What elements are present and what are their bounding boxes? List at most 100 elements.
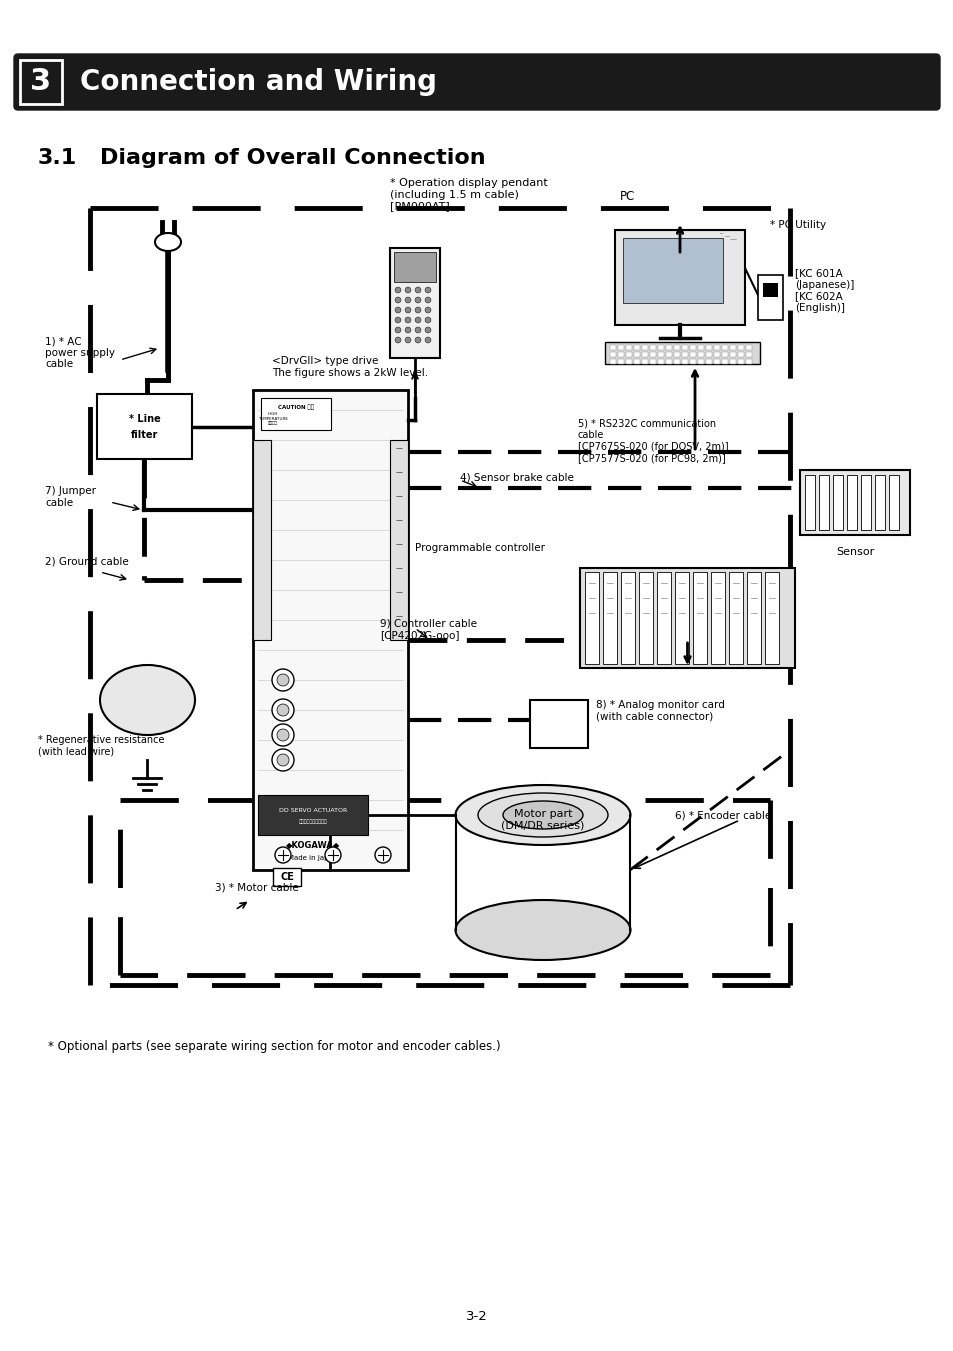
Text: 8) * Analog monitor card
(with cable connector): 8) * Analog monitor card (with cable con… xyxy=(596,700,724,721)
Bar xyxy=(620,571,635,663)
Bar xyxy=(689,353,696,357)
Text: DD SERVO ACTUATOR: DD SERVO ACTUATOR xyxy=(278,808,347,812)
Circle shape xyxy=(395,307,400,313)
Circle shape xyxy=(395,297,400,303)
Bar xyxy=(681,353,687,357)
Circle shape xyxy=(424,317,431,323)
Text: —: — xyxy=(395,565,402,571)
Circle shape xyxy=(424,307,431,313)
Text: HIGH
TEMPERATURE
高温警告: HIGH TEMPERATURE 高温警告 xyxy=(257,412,288,426)
Circle shape xyxy=(325,847,340,863)
Circle shape xyxy=(405,307,411,313)
Bar xyxy=(698,353,703,357)
Text: —: — xyxy=(395,493,402,499)
Circle shape xyxy=(395,336,400,343)
Bar xyxy=(641,345,647,350)
Circle shape xyxy=(415,336,420,343)
Bar xyxy=(738,359,743,363)
Bar xyxy=(675,571,688,663)
Text: 5) * RS232C communication
cable
[CP7675S-020 (for DOSV, 2m)]
[CP7577S-020 (for P: 5) * RS232C communication cable [CP7675S… xyxy=(578,417,728,463)
Text: * Line: * Line xyxy=(129,413,160,423)
Bar xyxy=(618,353,623,357)
Circle shape xyxy=(415,286,420,293)
Bar xyxy=(758,276,782,320)
Text: 3) * Motor cable: 3) * Motor cable xyxy=(214,882,298,892)
Bar xyxy=(846,476,856,530)
Circle shape xyxy=(272,669,294,690)
Circle shape xyxy=(272,748,294,771)
Bar xyxy=(641,353,647,357)
Bar xyxy=(634,359,639,363)
Bar xyxy=(745,359,751,363)
Bar xyxy=(665,359,671,363)
Text: Programmable controller: Programmable controller xyxy=(415,543,544,553)
Bar xyxy=(673,353,679,357)
Circle shape xyxy=(415,297,420,303)
Bar xyxy=(804,476,814,530)
Bar xyxy=(618,345,623,350)
Text: 2) Ground cable: 2) Ground cable xyxy=(45,557,129,566)
Text: filter: filter xyxy=(131,430,158,439)
Text: * Optional parts (see separate wiring section for motor and encoder cables.): * Optional parts (see separate wiring se… xyxy=(48,1040,500,1052)
Bar xyxy=(665,345,671,350)
Bar xyxy=(681,345,687,350)
Bar xyxy=(257,794,368,835)
Bar xyxy=(658,353,663,357)
Text: —: — xyxy=(395,469,402,476)
Bar xyxy=(604,342,760,363)
Bar xyxy=(602,571,617,663)
Bar xyxy=(625,345,631,350)
Text: <DrvGII> type drive
The figure shows a 2kW level.: <DrvGII> type drive The figure shows a 2… xyxy=(272,357,428,377)
Bar xyxy=(874,476,884,530)
Bar xyxy=(705,353,711,357)
Text: Motor part
(DM/DR series): Motor part (DM/DR series) xyxy=(500,809,584,831)
Bar xyxy=(729,353,735,357)
Bar xyxy=(705,345,711,350)
Circle shape xyxy=(276,704,289,716)
Text: 3-2: 3-2 xyxy=(466,1310,487,1323)
Bar xyxy=(705,359,711,363)
Text: ◆KOGAWA◆: ◆KOGAWA◆ xyxy=(286,840,340,850)
Text: 1) * AC
power supply
cable: 1) * AC power supply cable xyxy=(45,336,115,369)
Bar xyxy=(713,345,720,350)
Bar xyxy=(681,359,687,363)
Bar xyxy=(888,476,898,530)
Bar xyxy=(97,394,192,459)
Bar xyxy=(622,238,722,303)
Circle shape xyxy=(424,297,431,303)
Text: 3: 3 xyxy=(30,68,51,96)
Bar xyxy=(689,345,696,350)
Bar xyxy=(721,345,727,350)
Ellipse shape xyxy=(100,665,194,735)
Bar xyxy=(273,867,301,886)
Circle shape xyxy=(415,307,420,313)
Ellipse shape xyxy=(455,785,630,844)
Text: 4) Sensor brake cable: 4) Sensor brake cable xyxy=(459,473,574,484)
Circle shape xyxy=(274,847,291,863)
Bar xyxy=(609,345,616,350)
Text: 6) * Encoder cable: 6) * Encoder cable xyxy=(675,811,770,820)
Text: —: — xyxy=(395,589,402,594)
Text: CAUTION 注意: CAUTION 注意 xyxy=(277,404,314,409)
Bar xyxy=(394,253,436,282)
Bar xyxy=(253,440,271,640)
Circle shape xyxy=(405,327,411,332)
Bar xyxy=(729,359,735,363)
Bar xyxy=(692,571,706,663)
Bar xyxy=(745,345,751,350)
Bar xyxy=(609,359,616,363)
Bar xyxy=(762,282,778,297)
Bar xyxy=(639,571,652,663)
Text: Connection and Wiring: Connection and Wiring xyxy=(80,68,436,96)
Bar xyxy=(764,571,779,663)
Bar xyxy=(710,571,724,663)
Bar xyxy=(698,359,703,363)
Bar xyxy=(634,353,639,357)
Bar xyxy=(641,359,647,363)
Bar xyxy=(20,59,62,104)
Bar xyxy=(800,470,909,535)
Text: CE: CE xyxy=(280,871,294,882)
Bar xyxy=(818,476,828,530)
Bar xyxy=(673,345,679,350)
Text: * Regenerative resistance
(with lead wire): * Regenerative resistance (with lead wir… xyxy=(38,735,164,757)
